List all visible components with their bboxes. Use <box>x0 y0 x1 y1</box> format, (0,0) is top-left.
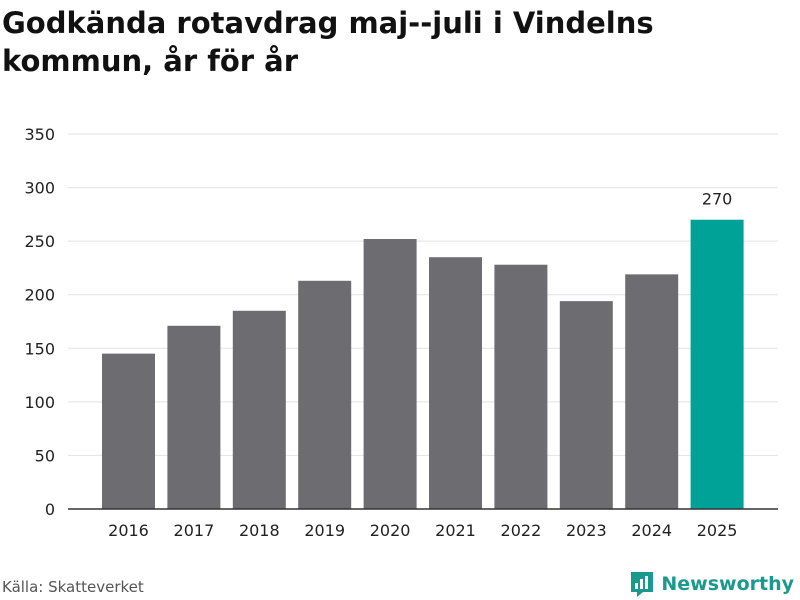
y-tick-label: 250 <box>24 232 55 251</box>
bar-2023 <box>559 301 613 509</box>
bar-2017 <box>167 325 221 509</box>
x-tick-label: 2020 <box>370 521 411 540</box>
x-tick-label: 2022 <box>501 521 542 540</box>
x-axis-ticks: 2016 2017 2018 2019 2020 2021 2022 2023 2024 2025 <box>108 521 737 540</box>
brand-logo: Newsworthy <box>629 570 794 598</box>
bar-2018 <box>232 310 286 509</box>
brand-name: Newsworthy <box>661 573 794 595</box>
y-tick-label: 350 <box>24 125 55 144</box>
x-tick-label: 2016 <box>108 521 149 540</box>
bar-2025 <box>690 219 744 509</box>
data-labels: 270 <box>702 190 733 209</box>
x-tick-label: 2025 <box>697 521 738 540</box>
y-tick-label: 50 <box>35 446 55 465</box>
x-tick-label: 2023 <box>566 521 607 540</box>
y-tick-label: 0 <box>45 500 55 519</box>
x-tick-label: 2019 <box>304 521 345 540</box>
y-tick-label: 150 <box>24 339 55 358</box>
y-tick-label: 100 <box>24 393 55 412</box>
bar-2020 <box>363 239 417 509</box>
source-note: Källa: Skatteverket <box>2 578 144 596</box>
bars <box>102 219 744 509</box>
x-tick-label: 2017 <box>174 521 215 540</box>
bar-2019 <box>298 280 352 509</box>
y-axis-ticks: 0 50 100 150 200 250 300 350 <box>24 125 55 519</box>
bar-2024 <box>625 274 679 509</box>
bar-2016 <box>102 353 155 509</box>
bar-chart-logo-icon <box>631 572 654 597</box>
x-tick-label: 2018 <box>239 521 280 540</box>
y-tick-label: 200 <box>24 286 55 305</box>
bar-2021 <box>429 257 482 509</box>
chart-title: Godkända rotavdrag maj--juli i Vindelns … <box>2 6 654 78</box>
y-tick-label: 300 <box>24 179 55 198</box>
data-label: 270 <box>702 190 733 209</box>
bar-2022 <box>494 264 548 509</box>
x-tick-label: 2021 <box>435 521 476 540</box>
x-tick-label: 2024 <box>631 521 672 540</box>
